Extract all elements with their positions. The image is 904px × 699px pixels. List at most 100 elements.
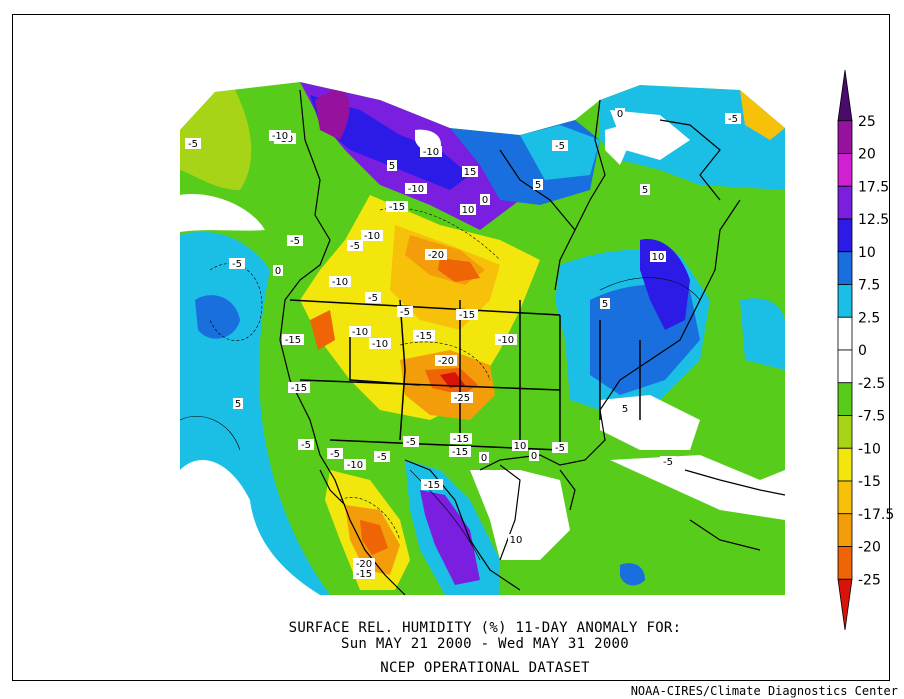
contour-label-bg — [413, 330, 435, 341]
anomaly-field — [180, 82, 785, 595]
colorbar-tick-label: 12.5 — [858, 212, 889, 228]
contour-label-bg — [282, 334, 304, 345]
contour-label-bg — [288, 382, 310, 393]
contour-label: -5 — [232, 259, 242, 270]
colorbar-tick-label: 17.5 — [858, 179, 889, 195]
contour-label: -5 — [406, 437, 416, 448]
contour-label: 10 — [510, 535, 523, 546]
contour-label: -5 — [663, 457, 673, 468]
contour-label: -5 — [188, 139, 198, 150]
contour-label-bg — [552, 442, 568, 453]
contour-label: -5 — [290, 236, 300, 247]
contour-label: -15 — [452, 447, 468, 458]
contour-label-bg — [512, 440, 528, 451]
colorbar: 25 20 17.5 12.5 10 7.5 2.5 0 -2.5 -7.5 -10 -15 -17.5… — [837, 69, 894, 631]
contour-label-bg — [397, 306, 413, 317]
contour-label-bg — [435, 355, 457, 366]
contour-label-bg — [425, 249, 447, 260]
contour-label: -5 — [728, 114, 738, 125]
colorbar-swatch — [837, 513, 853, 547]
contour-label: -25 — [454, 393, 470, 404]
contour-label-bg — [450, 433, 472, 444]
contour-label: -10 — [498, 335, 514, 346]
contour-label: -10 — [364, 231, 380, 242]
contour-label-bg — [287, 235, 303, 246]
contour-label: -5 — [301, 440, 311, 451]
colorbar-tick-label: -7.5 — [858, 409, 885, 425]
contour-label-bg — [403, 436, 419, 447]
contour-label-bg — [347, 240, 363, 251]
colorbar-swatch — [837, 185, 853, 220]
contour-label-bg — [298, 439, 314, 450]
contour-label: 0 — [481, 453, 487, 464]
contour-label: 5 — [622, 404, 628, 415]
contour-label: -5 — [555, 443, 565, 454]
contour-label: 0 — [482, 195, 488, 206]
colorbar-tick-label: 7.5 — [858, 278, 880, 294]
contour-label: 5 — [389, 161, 395, 172]
contour-label-bg — [365, 292, 381, 303]
colorbar-swatch — [837, 69, 853, 122]
contour-label: -15 — [291, 383, 307, 394]
colorbar-swatch — [837, 251, 853, 285]
colorbar-tick-label: -20 — [858, 540, 881, 556]
contours-pos — [179, 277, 701, 561]
contour-label-bg — [387, 160, 397, 171]
colorbar-tick-label: 20 — [858, 147, 876, 163]
contour-label-bg — [495, 334, 517, 345]
contour-label: -10 — [347, 460, 363, 471]
contour-label: 0 — [275, 266, 281, 277]
contour-label-bg — [353, 558, 375, 569]
contour-label: -15 — [356, 569, 372, 580]
contour-label-bg — [650, 251, 666, 262]
colorbar-tick-label: 0 — [858, 343, 867, 359]
contour-label: -15 — [285, 335, 301, 346]
contour-label-bg — [327, 448, 343, 459]
colorbar-swatch — [837, 349, 853, 384]
caption-line-3: NCEP OPERATIONAL DATASET — [380, 660, 590, 676]
contour-label-bg — [353, 568, 375, 579]
contour-label-bg — [529, 450, 539, 461]
contour-labels: -10 -5 -5 -5 -10 -10 -10 5 15 10 -15 -10 -20 -5 5 10 -5 0… — [185, 108, 741, 580]
colorbar-swatch — [837, 382, 853, 416]
contour-label: -15 — [424, 480, 440, 491]
colorbar-swatch — [837, 316, 853, 351]
contour-label: -10 — [272, 131, 288, 142]
colorbar-tick-label: -25 — [858, 572, 881, 588]
contour-label: -10 — [372, 339, 388, 350]
contour-label-bg — [229, 258, 245, 269]
colorbar-swatch — [837, 284, 853, 318]
credit-text: NOAA-CIRES/Climate Diagnostics Center — [630, 684, 898, 698]
colorbar-tick-label: 25 — [858, 114, 876, 130]
contour-label-bg — [460, 204, 476, 215]
contour-label: 5 — [602, 299, 608, 310]
contour-label-bg — [615, 108, 625, 119]
contour-label: 15 — [464, 167, 477, 178]
contour-label: 10 — [514, 441, 527, 452]
contour-label-bg — [421, 479, 443, 490]
contour-label-bg — [640, 184, 650, 195]
colorbar-swatch — [837, 153, 853, 187]
contour-label-bg — [386, 201, 408, 212]
contour-label-bg — [480, 194, 490, 205]
contour-label-bg — [479, 452, 489, 463]
contour-label: -10 — [423, 147, 439, 158]
contour-label: 0 — [531, 451, 537, 462]
contour-label-bg — [269, 130, 291, 141]
colorbar-swatch — [837, 447, 853, 482]
contour-label: -20 — [438, 356, 454, 367]
contour-label: 10 — [462, 205, 475, 216]
coastlines — [279, 89, 786, 596]
contour-label-bg — [508, 534, 524, 545]
contour-label-bg — [600, 298, 610, 309]
colorbar-tick-label: -2.5 — [858, 376, 885, 392]
contour-label: 5 — [535, 180, 541, 191]
contour-label: -20 — [428, 250, 444, 261]
contour-label: -15 — [416, 331, 432, 342]
contour-label: 5 — [235, 399, 241, 410]
contour-label: -10 — [332, 277, 348, 288]
colorbar-swatch — [837, 120, 853, 154]
contour-label-bg — [725, 113, 741, 124]
contour-label-bg — [660, 456, 676, 467]
